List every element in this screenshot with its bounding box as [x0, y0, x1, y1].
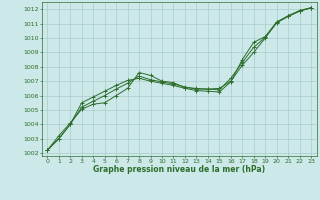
X-axis label: Graphe pression niveau de la mer (hPa): Graphe pression niveau de la mer (hPa): [93, 165, 265, 174]
